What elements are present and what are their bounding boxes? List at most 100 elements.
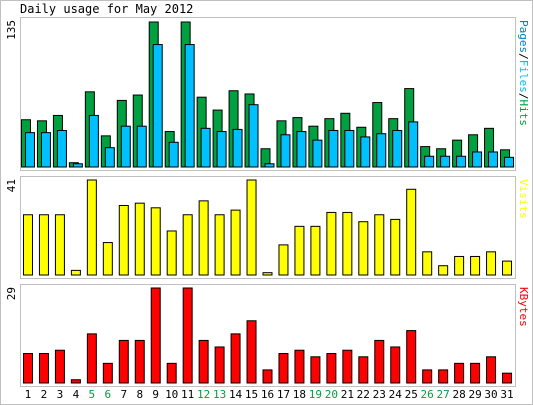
bar-visits — [374, 214, 385, 276]
bar-files — [472, 151, 483, 168]
bar-kbytes — [54, 349, 65, 384]
bar-kbytes — [262, 369, 273, 384]
bar-kbytes — [70, 379, 81, 384]
bar-kbytes — [230, 333, 241, 384]
day-label: 3 — [57, 388, 64, 401]
bar-files — [120, 125, 131, 168]
bar-visits — [294, 225, 305, 276]
bar-visits — [230, 209, 241, 276]
day-label: 8 — [136, 388, 143, 401]
bar-files — [184, 44, 195, 168]
bar-files — [40, 132, 51, 168]
bar-files — [392, 129, 403, 168]
bar-kbytes — [150, 287, 161, 384]
bar-visits — [182, 214, 193, 276]
bar-files — [152, 44, 163, 168]
bar-kbytes — [502, 372, 513, 384]
bar-visits — [390, 218, 401, 276]
bar-visits — [214, 214, 225, 276]
bar-visits — [86, 179, 97, 276]
bar-visits — [310, 225, 321, 276]
bar-kbytes — [406, 330, 417, 384]
bar-files — [424, 155, 435, 168]
ymax-label: 29 — [5, 287, 18, 300]
day-label: 26 — [421, 388, 434, 401]
bar-visits — [262, 272, 273, 276]
bar-files — [248, 104, 259, 168]
day-label: 28 — [452, 388, 465, 401]
day-label: 21 — [341, 388, 354, 401]
bar-visits — [38, 214, 49, 276]
day-label: 29 — [468, 388, 481, 401]
bar-kbytes — [294, 349, 305, 384]
bar-kbytes — [22, 353, 33, 384]
series-axis-label-part: / — [517, 53, 530, 60]
bar-files — [456, 155, 467, 168]
bar-kbytes — [198, 339, 209, 384]
bar-visits — [406, 188, 417, 276]
day-label: 11 — [181, 388, 194, 401]
bar-visits — [102, 242, 113, 276]
bar-files — [168, 141, 179, 168]
day-label: 24 — [389, 388, 403, 401]
day-label: 4 — [73, 388, 80, 401]
bar-kbytes — [310, 356, 321, 384]
bar-visits — [70, 269, 81, 276]
bar-files — [328, 129, 339, 168]
day-label: 13 — [213, 388, 226, 401]
bar-kbytes — [134, 339, 145, 384]
day-label: 7 — [120, 388, 127, 401]
bar-files — [312, 139, 323, 168]
bar-kbytes — [246, 320, 257, 384]
day-label: 23 — [373, 388, 386, 401]
bar-visits — [166, 230, 177, 276]
day-label: 14 — [229, 388, 243, 401]
bar-files — [504, 156, 515, 168]
bar-files — [72, 163, 83, 168]
bar-files — [200, 127, 211, 168]
day-label: 1 — [25, 388, 32, 401]
day-label: 17 — [277, 388, 290, 401]
bar-kbytes — [38, 353, 49, 384]
bar-kbytes — [486, 356, 497, 384]
day-label: 10 — [165, 388, 178, 401]
day-label: 12 — [197, 388, 210, 401]
bar-files — [296, 131, 307, 168]
bar-visits — [198, 200, 209, 276]
bar-visits — [342, 211, 353, 276]
bar-kbytes — [166, 362, 177, 384]
bar-visits — [278, 244, 289, 276]
day-label: 6 — [105, 388, 112, 401]
bar-kbytes — [342, 349, 353, 384]
bar-kbytes — [86, 333, 97, 384]
bar-visits — [470, 255, 481, 276]
bar-visits — [118, 204, 129, 276]
series-axis-label-part: Pages — [517, 20, 530, 53]
day-label: 22 — [357, 388, 370, 401]
bar-files — [440, 155, 451, 168]
bar-visits — [134, 202, 145, 276]
bar-kbytes — [422, 369, 433, 384]
series-axis-label-part: / — [517, 93, 530, 100]
bar-kbytes — [358, 356, 369, 384]
day-label: 18 — [293, 388, 306, 401]
day-label: 5 — [89, 388, 96, 401]
bar-visits — [422, 251, 433, 276]
bar-files — [280, 134, 291, 168]
day-label: 15 — [245, 388, 258, 401]
bar-kbytes — [278, 353, 289, 384]
bar-visits — [246, 179, 257, 276]
series-axis-label-part: Hits — [517, 100, 530, 127]
bar-visits — [326, 211, 337, 276]
day-label: 16 — [261, 388, 274, 401]
series-axis-label-part: KBytes — [517, 287, 530, 327]
bar-kbytes — [326, 353, 337, 384]
day-label: 9 — [152, 388, 159, 401]
series-axis-label-part: Visits — [517, 179, 530, 219]
bar-kbytes — [454, 362, 465, 384]
day-label: 20 — [325, 388, 338, 401]
bar-kbytes — [470, 362, 481, 384]
series-axis-label: Visits — [517, 179, 530, 219]
